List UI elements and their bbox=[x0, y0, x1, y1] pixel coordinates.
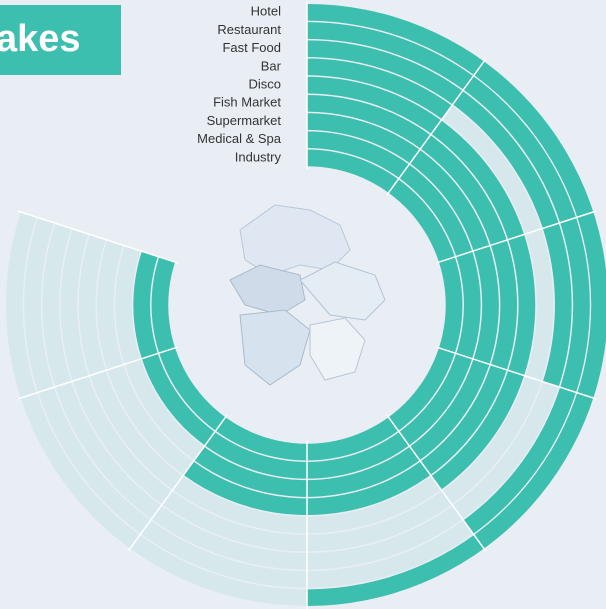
divider bbox=[436, 210, 597, 264]
category-label: Industry bbox=[235, 149, 282, 164]
bar bbox=[307, 58, 452, 120]
divider bbox=[17, 346, 178, 400]
category-label: Disco bbox=[248, 77, 281, 92]
labels: Hotel Restaurant Fast Food Bar Disco Fish Mar… bbox=[197, 4, 282, 165]
ice-piece bbox=[229, 264, 306, 316]
ice-image bbox=[229, 204, 386, 386]
ice-piece bbox=[239, 309, 311, 386]
category-label: Fish Market bbox=[213, 95, 281, 110]
category-label: Fast Food bbox=[222, 40, 281, 55]
category-label: Hotel bbox=[251, 4, 281, 19]
rings bbox=[6, 1, 606, 609]
category-label: Bar bbox=[261, 58, 282, 73]
ice-piece bbox=[299, 261, 386, 321]
ice-piece bbox=[309, 317, 366, 381]
divider bbox=[127, 414, 228, 552]
chart-title: akes bbox=[0, 18, 81, 60]
category-label: Supermarket bbox=[207, 113, 282, 128]
title-box bbox=[0, 5, 121, 75]
category-label: Restaurant bbox=[217, 22, 281, 37]
bar bbox=[307, 76, 536, 490]
divider bbox=[17, 210, 178, 264]
category-label: Medical & Spa bbox=[197, 131, 282, 146]
divider bbox=[386, 414, 487, 552]
divider bbox=[436, 346, 597, 400]
divider bbox=[386, 58, 487, 196]
